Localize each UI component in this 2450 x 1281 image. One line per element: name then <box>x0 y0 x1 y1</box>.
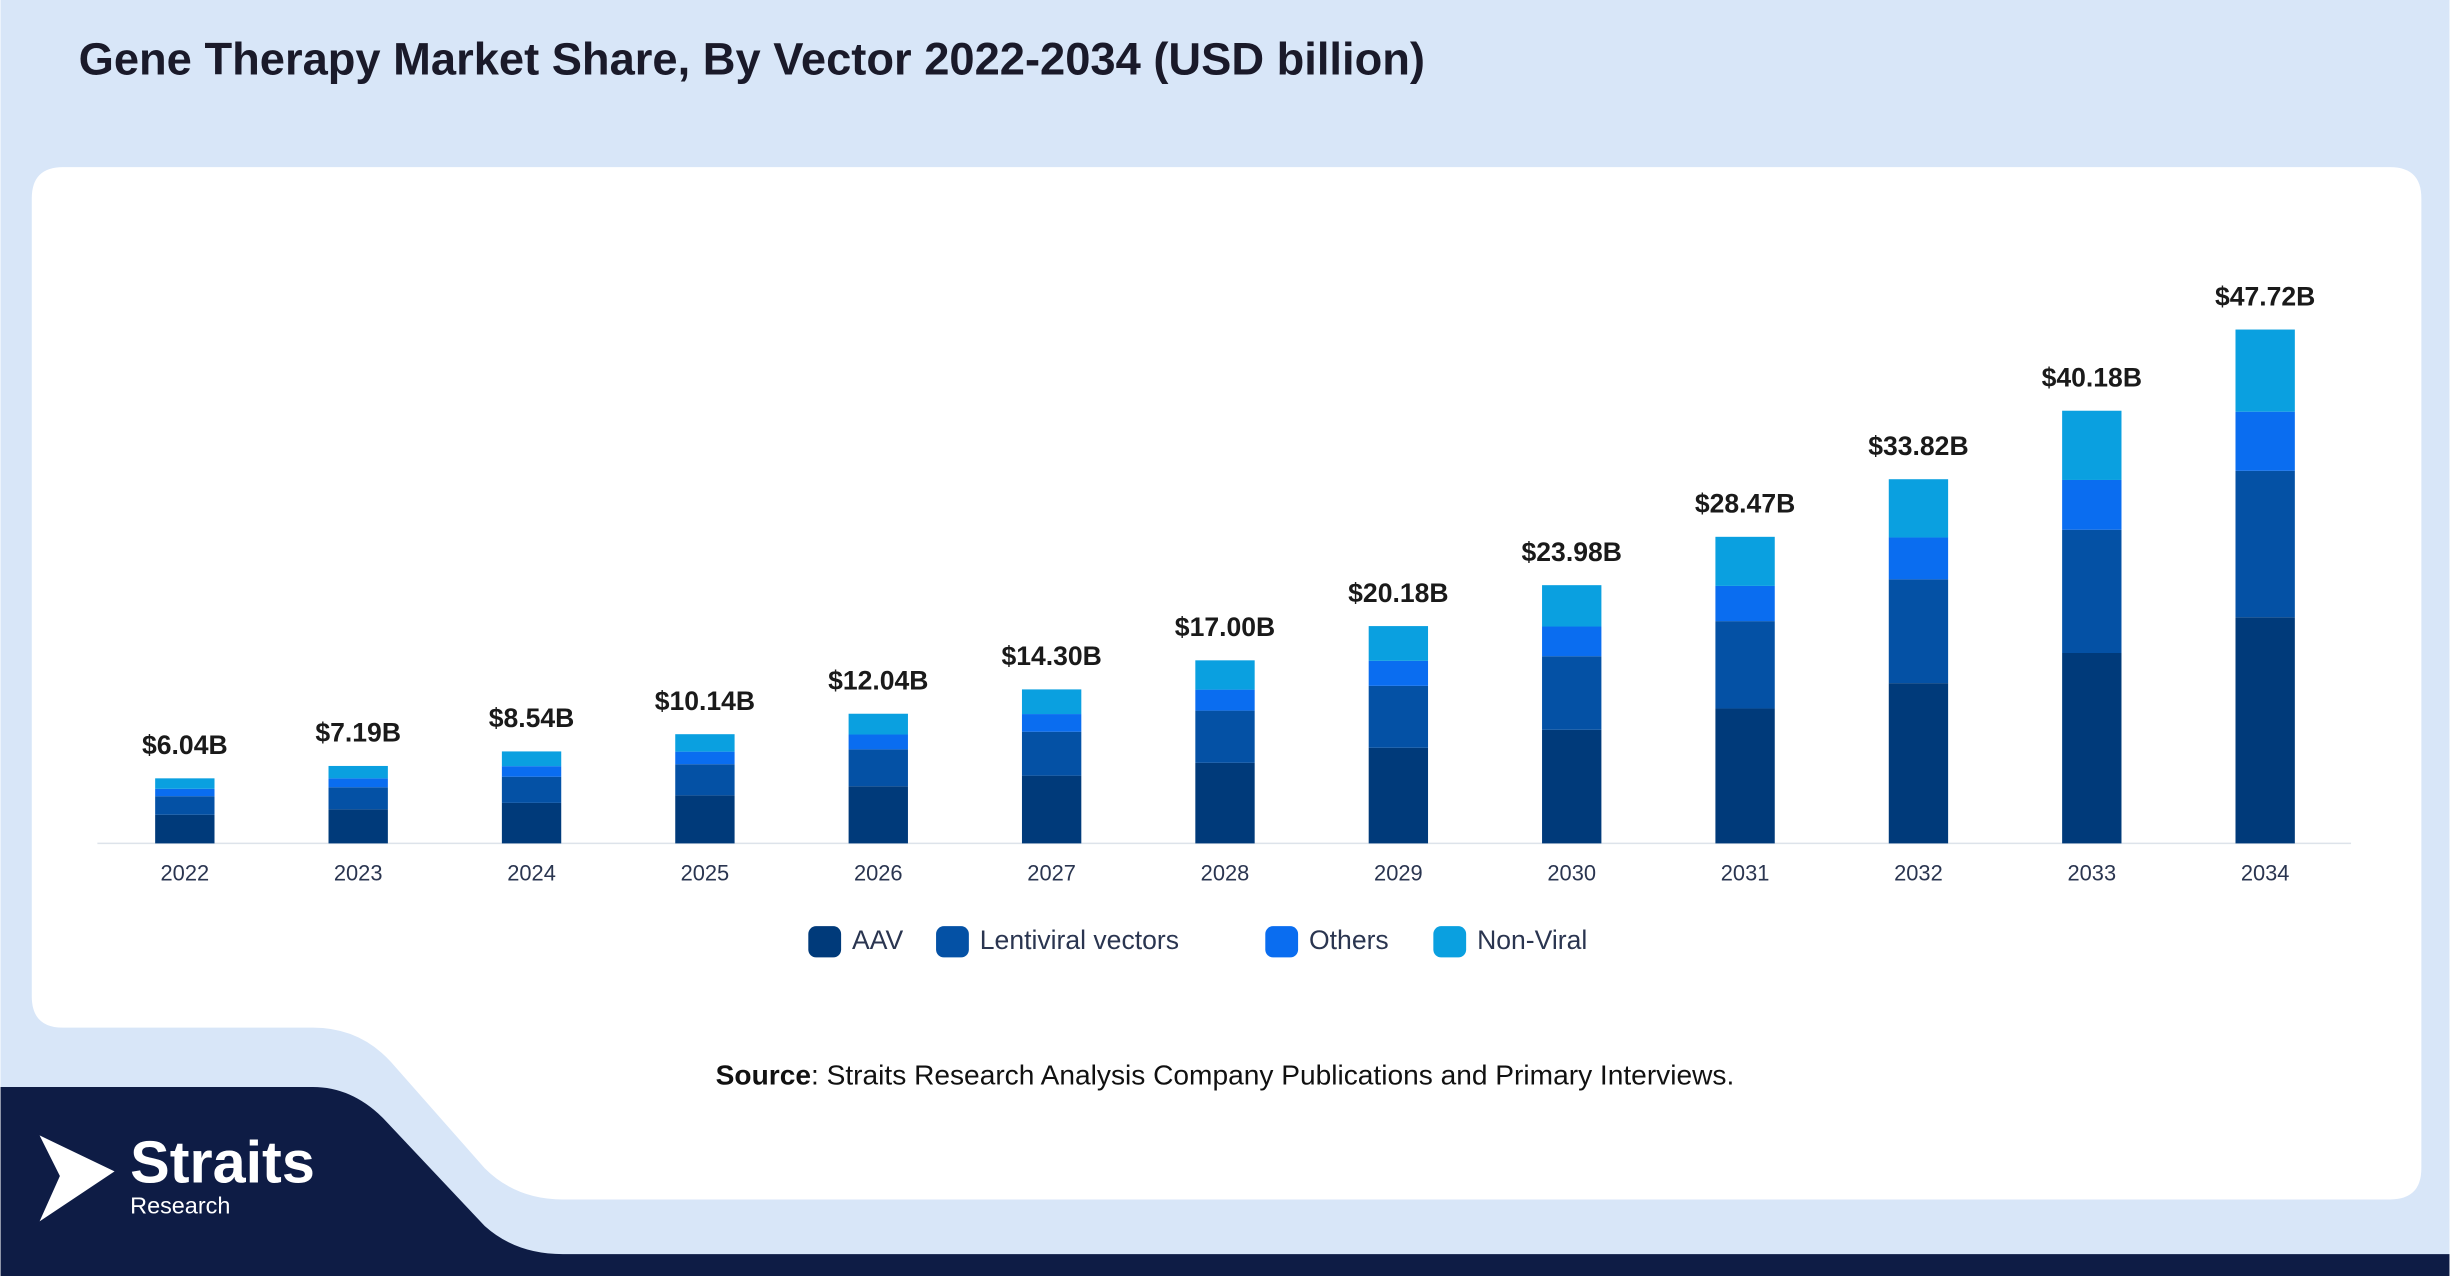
bar-segment <box>848 786 908 844</box>
bar-segment <box>501 776 562 803</box>
bar-segment <box>328 787 388 810</box>
bar-segment <box>155 814 215 844</box>
bar-segment <box>1195 689 1255 711</box>
bar-segment <box>501 751 562 767</box>
total-label: $17.00B <box>1175 612 1275 642</box>
x-tick-label: 2034 <box>2241 860 2290 885</box>
bar-segment <box>1021 689 1082 715</box>
bar-segment <box>155 778 215 789</box>
bar-segment <box>848 749 908 787</box>
total-label: $47.72B <box>2215 281 2315 311</box>
bar-segment <box>2235 329 2295 412</box>
total-label: $8.54B <box>489 703 575 733</box>
bar-segment <box>1021 775 1082 844</box>
bar-segment <box>2062 410 2122 480</box>
bar-segment <box>1368 747 1429 844</box>
bar-segment <box>155 796 215 815</box>
bar-segment <box>2235 617 2295 844</box>
legend-label: Lentiviral vectors <box>980 925 1179 955</box>
bar-segment <box>1542 626 1602 657</box>
bar-segment <box>675 734 735 752</box>
bar-segment <box>328 809 388 844</box>
bar-segment <box>328 765 388 779</box>
x-tick-label: 2026 <box>854 860 903 885</box>
total-label: $23.98B <box>1522 537 1622 567</box>
total-label: $28.47B <box>1695 489 1795 519</box>
bar-segment <box>675 795 735 844</box>
total-label: $33.82B <box>1868 431 1968 461</box>
x-tick-label: 2032 <box>1894 860 1943 885</box>
bar-segment <box>2235 411 2295 471</box>
legend-swatch <box>1265 926 1299 958</box>
legend-label: Non-Viral <box>1477 925 1587 955</box>
chart-title: Gene Therapy Market Share, By Vector 202… <box>79 33 1425 84</box>
source: Source: Straits Research Analysis Compan… <box>716 1060 1735 1091</box>
bar-segment <box>1021 714 1082 732</box>
bar-segment <box>1368 685 1429 748</box>
bar-segment <box>328 778 388 788</box>
legend-label: AAV <box>852 925 903 955</box>
bar-segment <box>1542 729 1602 844</box>
source-label: Source <box>716 1060 811 1091</box>
bar-segment <box>501 802 562 844</box>
bar-segment <box>1715 536 1775 586</box>
bar-segment <box>1715 621 1775 709</box>
legend-label: Others <box>1309 925 1389 955</box>
legend-swatch <box>1433 926 1467 958</box>
x-tick-label: 2028 <box>1201 860 1250 885</box>
bar-segment <box>848 713 908 735</box>
total-label: $7.19B <box>315 718 401 748</box>
bar-segment <box>1195 660 1255 690</box>
x-tick-label: 2027 <box>1027 860 1076 885</box>
x-tick-label: 2023 <box>334 860 383 885</box>
bar-segment <box>1195 762 1255 844</box>
bar-segment <box>675 764 735 796</box>
bar-segment <box>1368 660 1429 686</box>
bar-segment <box>2062 529 2122 654</box>
x-tick-label: 2030 <box>1547 860 1596 885</box>
bar-segment <box>1715 585 1775 622</box>
x-tick-label: 2033 <box>2067 860 2116 885</box>
bar-segment <box>1021 731 1082 776</box>
logo-subtitle: Research <box>130 1192 230 1218</box>
x-tick-label: 2025 <box>681 860 730 885</box>
logo-icon <box>39 1135 115 1222</box>
total-label: $40.18B <box>2042 363 2142 393</box>
bar-segment <box>2062 479 2122 530</box>
x-tick-label: 2022 <box>161 860 210 885</box>
x-tick-label: 2029 <box>1374 860 1423 885</box>
bar-segment <box>2062 653 2122 844</box>
footer-band <box>0 1087 2450 1276</box>
bar-segment <box>1368 626 1429 661</box>
x-tick-label: 2024 <box>507 860 556 885</box>
bar-segment <box>1888 579 1949 684</box>
total-label: $20.18B <box>1348 578 1448 608</box>
bar-segment <box>1715 708 1775 844</box>
total-label: $12.04B <box>828 666 928 696</box>
total-label: $14.30B <box>1001 641 1101 671</box>
bar-segment <box>1888 479 1949 538</box>
x-tick-label: 2031 <box>1721 860 1770 885</box>
logo-name: Straits <box>130 1128 315 1195</box>
bar-segment <box>1888 683 1949 844</box>
total-label: $10.14B <box>655 686 755 716</box>
source-text: : Straits Research Analysis Company Publ… <box>811 1060 1734 1091</box>
bar-segment <box>1888 537 1949 580</box>
bar-segment <box>1195 710 1255 763</box>
legend-swatch <box>808 926 842 958</box>
bar-segment <box>1542 585 1602 627</box>
total-label: $6.04B <box>142 730 228 760</box>
bar-segment <box>848 734 908 750</box>
bar-segment <box>675 751 735 765</box>
bar-segment <box>501 766 562 777</box>
legend-swatch <box>936 926 969 958</box>
bar-segment <box>2235 470 2295 618</box>
bar-segment <box>155 788 215 797</box>
bar-segment <box>1542 656 1602 730</box>
